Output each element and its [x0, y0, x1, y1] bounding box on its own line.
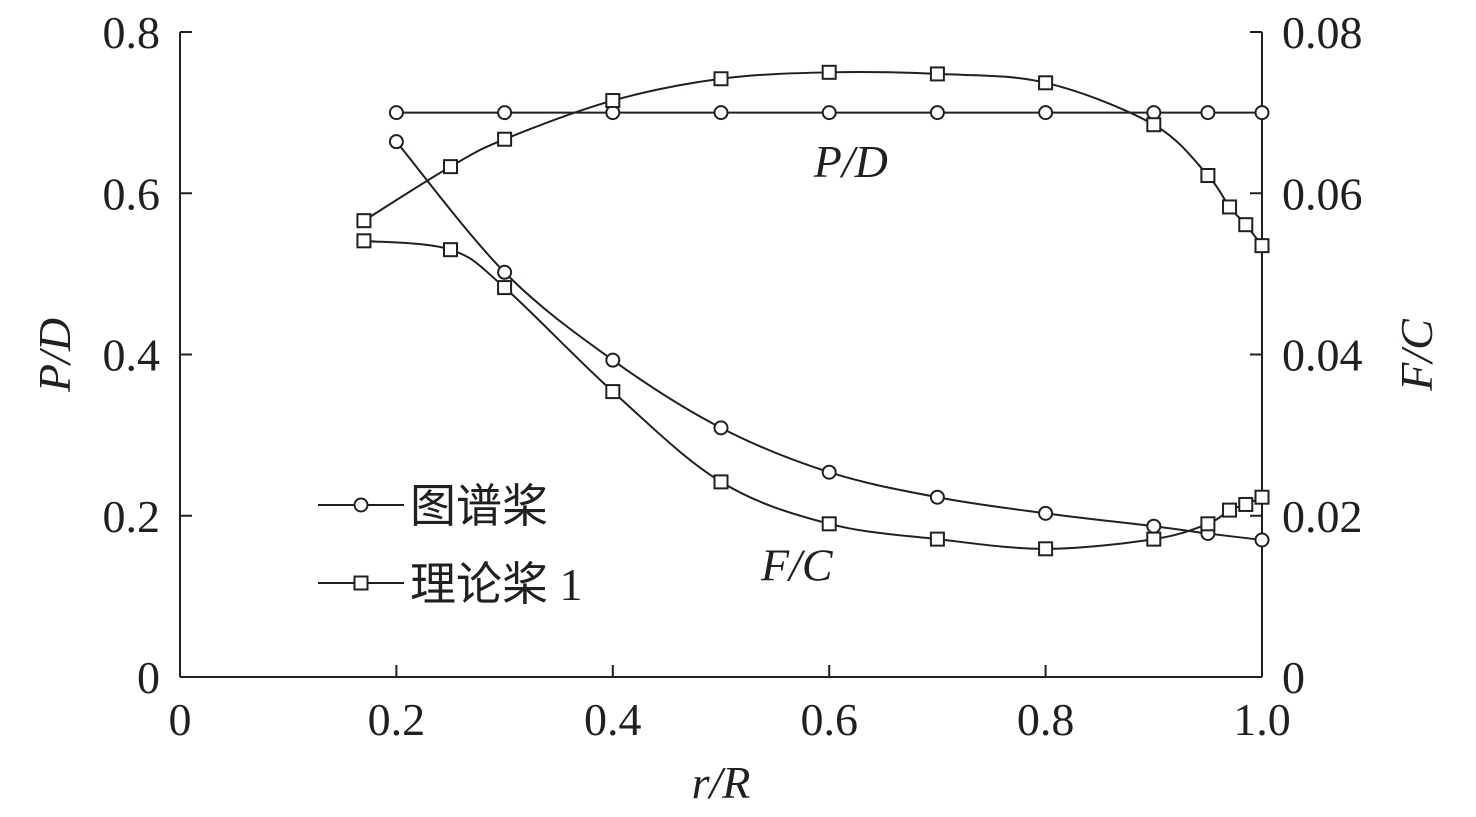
square-point — [821, 516, 837, 532]
y-left-tick-label: 0.8 — [103, 7, 161, 58]
circle-point — [1038, 505, 1054, 521]
circle-point — [605, 352, 621, 368]
x-tick-label: 0 — [169, 694, 192, 745]
annotation-label: P/D — [813, 136, 888, 187]
circle-point — [929, 489, 945, 505]
circle-point — [1038, 105, 1054, 121]
x-tick-label: 0.2 — [368, 694, 426, 745]
annotation-label: F/C — [760, 539, 834, 590]
square-point — [1146, 117, 1162, 133]
y-left-tick-label: 0.4 — [103, 330, 161, 381]
annotation-layer: P/D F/C — [760, 136, 888, 590]
square-point — [1146, 531, 1162, 547]
y-left-axis-title: P/D — [29, 318, 80, 393]
circle-point — [1254, 532, 1270, 548]
series-circle-right — [388, 134, 1270, 548]
x-axis-title: r/R — [692, 757, 751, 808]
x-tick-label: 1.0 — [1233, 694, 1291, 745]
legend-label: 图谱桨 — [410, 481, 548, 532]
square-point — [1222, 502, 1238, 518]
square-point — [929, 531, 945, 547]
y-right-axis-title: F/C — [1391, 318, 1442, 392]
circle-point — [497, 264, 513, 280]
square-point — [1200, 516, 1216, 532]
circle-point — [605, 105, 621, 121]
square-point — [1222, 199, 1238, 215]
circle-point — [388, 105, 404, 121]
y-right-tick-label: 0.04 — [1282, 330, 1363, 381]
series-square-right — [356, 233, 1270, 557]
square-point — [443, 159, 458, 175]
circle-point — [1200, 105, 1216, 121]
circle-point — [1254, 105, 1270, 121]
square-point — [356, 233, 372, 249]
legend-circle-marker — [353, 497, 369, 513]
square-point — [713, 474, 729, 490]
square-point — [443, 242, 458, 258]
circle-point — [1146, 105, 1162, 121]
circle-point — [821, 105, 837, 121]
legend-entry: 理论桨 1 — [318, 559, 583, 610]
circle-point — [388, 134, 404, 150]
circle-point — [713, 420, 729, 436]
x-tick-label: 0.4 — [584, 694, 642, 745]
circle-point — [1146, 518, 1162, 534]
series-square-left — [356, 64, 1270, 254]
series-circle-left — [388, 105, 1270, 121]
y-left-tick-label: 0.2 — [103, 491, 161, 542]
square-point — [1038, 75, 1054, 91]
square-point — [1254, 489, 1270, 505]
square-point — [605, 384, 621, 400]
y-right-tick-label: 0.02 — [1282, 491, 1363, 542]
square-point — [821, 64, 837, 80]
square-point — [497, 280, 513, 296]
square-point — [356, 213, 372, 229]
circle-point — [929, 105, 945, 121]
y-right-tick-label: 0.08 — [1282, 7, 1363, 58]
circle-point — [713, 105, 729, 121]
legend-label: 理论桨 1 — [410, 559, 583, 610]
square-point — [713, 71, 729, 87]
square-point — [1254, 238, 1270, 254]
circle-point — [497, 105, 513, 121]
square-point — [497, 131, 513, 147]
square-point — [1238, 217, 1254, 233]
square-point — [605, 93, 621, 109]
y-left-tick-label: 0 — [137, 652, 160, 703]
y-right-tick-label: 0.06 — [1282, 168, 1363, 219]
y-left-tick-label: 0.6 — [103, 168, 161, 219]
legend-entry: 图谱桨 — [318, 481, 548, 532]
x-tick-label: 0.6 — [800, 694, 858, 745]
series-layer — [356, 64, 1270, 557]
square-point — [929, 66, 945, 82]
x-tick-label: 0.8 — [1017, 694, 1075, 745]
legend-square-marker — [353, 575, 369, 591]
axes: 0 0.2 0.4 0.6 0.8 1.000.20.40.60.800.020.040.… — [29, 7, 1442, 808]
y-right-tick-label: 0 — [1282, 652, 1305, 703]
square-point — [1038, 541, 1054, 557]
square-point — [1238, 496, 1254, 512]
square-point — [1200, 168, 1216, 184]
circle-point — [821, 464, 837, 480]
